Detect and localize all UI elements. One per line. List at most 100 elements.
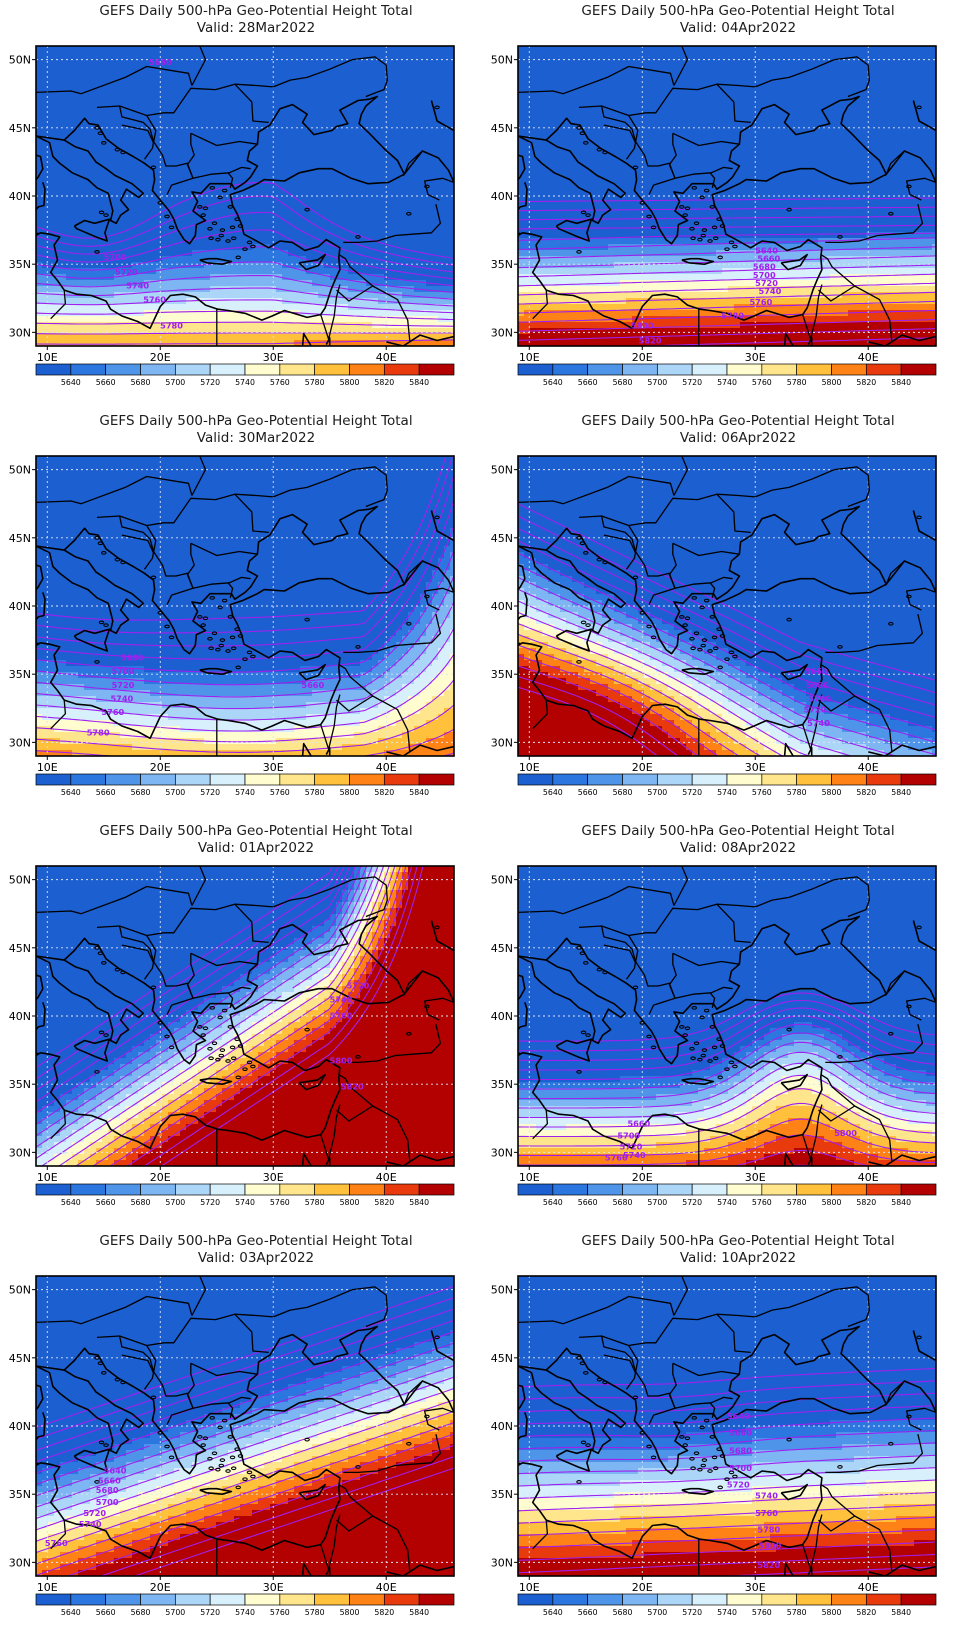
- colorbar-swatch: [761, 1593, 798, 1606]
- colorbar-label: 5700: [647, 788, 667, 797]
- colorbar-label: 5660: [578, 378, 598, 387]
- axis-labels: 50N 45N 40N 35N 30N 10E 20E 30E 40E: [491, 1284, 879, 1594]
- lat-lon-grid: [518, 866, 936, 1166]
- panel-title-line: GEFS Daily 500-hPa Geo-Potential Height …: [518, 823, 958, 840]
- lon-tick-label: 10E: [37, 1581, 58, 1594]
- colorbar-swatch: [70, 363, 107, 376]
- colorbar-swatch: [70, 773, 107, 786]
- map-panel: 5640 5660 5680 5700 5720 5740 5760 50N 45N 40N 35N…: [0, 1230, 482, 1640]
- lat-tick-label: 50N: [491, 1284, 513, 1297]
- colorbar-label: 5760: [270, 788, 290, 797]
- colorbar-label: 5820: [374, 1198, 394, 1207]
- colorbar-swatch: [831, 363, 867, 376]
- colorbar-swatch: [587, 363, 623, 376]
- colorbar-label: 5800: [822, 1608, 842, 1617]
- colorbar-swatch: [383, 1183, 420, 1196]
- lat-tick-label: 35N: [491, 668, 513, 681]
- lat-tick-label: 35N: [9, 258, 31, 271]
- lat-tick-label: 40N: [9, 600, 31, 613]
- colorbar-swatch: [105, 773, 141, 786]
- colorbar-label: 5640: [61, 378, 81, 387]
- lat-tick-label: 35N: [491, 258, 513, 271]
- colorbar-label: 5800: [822, 378, 842, 387]
- panel-title-line: GEFS Daily 500-hPa Geo-Potential Height …: [36, 3, 476, 20]
- contour-label: 5800: [330, 1056, 353, 1066]
- coastlines: [518, 456, 936, 756]
- lat-tick-label: 30N: [9, 1556, 31, 1569]
- lat-tick-label: 40N: [9, 1420, 31, 1433]
- lon-tick-label: 10E: [37, 351, 58, 364]
- height-map: 5680 5700 5720 5740 5760 5780 50N 45N 40N 35N 30N 1…: [9, 45, 455, 387]
- colorbar-swatch: [70, 1183, 107, 1196]
- colorbar-label: 5680: [131, 1608, 151, 1617]
- contour-label: 5740: [330, 994, 353, 1004]
- filled-height-field: [36, 866, 454, 1166]
- panel-valid-date: Valid: 06Apr2022: [518, 430, 958, 447]
- contour-label: 5720: [115, 267, 138, 277]
- colorbar-label: 5800: [822, 1198, 842, 1207]
- contour-label: 5760: [45, 1538, 68, 1548]
- filled-height-field: [36, 1276, 454, 1576]
- axis-labels: 50N 45N 40N 35N 30N 10E 20E 30E 40E: [9, 464, 397, 774]
- colorbar-swatch: [279, 1593, 316, 1606]
- colorbar-label: 5680: [613, 1198, 633, 1207]
- contour-label: 5660: [757, 253, 780, 263]
- height-map: 56605700572057405760580050N45N40N35N30N1…: [491, 865, 937, 1207]
- colorbar-label: 5800: [340, 788, 360, 797]
- lat-tick-label: 35N: [9, 1078, 31, 1091]
- lat-tick-label: 45N: [9, 1352, 31, 1365]
- lat-lon-grid: [36, 1276, 454, 1576]
- colorbar-label: 5640: [61, 1198, 81, 1207]
- contour-label: 5680: [729, 1445, 752, 1455]
- height-map: 5720 5740 5760 5800 5820 50N 45N 40N 35N 30N 10E 20…: [9, 865, 455, 1207]
- colorbar-swatch: [552, 1183, 589, 1196]
- colorbar-label: 5700: [165, 1198, 185, 1207]
- axis-labels: 50N 45N 40N 35N 30N 10E 20E 30E 40E: [491, 874, 879, 1184]
- colorbar-label: 5700: [647, 1608, 667, 1617]
- contour-label: 5660: [98, 1475, 121, 1485]
- map-panel: 5640 5660 5680 5700 5720 5740 5760 5780 5800 5820…: [482, 1230, 964, 1640]
- colorbar-swatch: [517, 773, 554, 786]
- contour-label: 5720: [727, 1479, 750, 1489]
- contour-label: 5740: [623, 1150, 646, 1160]
- colorbar-swatch: [831, 1593, 867, 1606]
- colorbar-label: 5660: [578, 1608, 598, 1617]
- contour-label: 5700: [96, 1497, 119, 1507]
- panel-title-line: GEFS Daily 500-hPa Geo-Potential Height …: [518, 413, 958, 430]
- colorbar-label: 5780: [787, 788, 807, 797]
- lon-tick-label: 20E: [632, 351, 653, 364]
- colorbar: 5640 5660 5680 5700 5720 5740 5760 5780 5800 5820…: [517, 1183, 937, 1207]
- colorbar-label: 5780: [787, 378, 807, 387]
- lat-tick-label: 30N: [9, 1146, 31, 1159]
- lon-tick-label: 20E: [632, 1581, 653, 1594]
- panel-title-line: GEFS Daily 500-hPa Geo-Potential Height …: [36, 1233, 476, 1250]
- colorbar-swatch: [174, 363, 211, 376]
- lat-tick-label: 45N: [9, 532, 31, 545]
- colorbar: 5640 5660 5680 5700 5720 5740 5760 5780 5800 5820…: [35, 1593, 455, 1617]
- colorbar-swatch: [587, 773, 623, 786]
- colorbar-swatch: [796, 1183, 832, 1196]
- colorbar-label: 5740: [235, 1608, 255, 1617]
- contour-lines: [36, 181, 454, 345]
- coastlines: [36, 456, 454, 756]
- lat-tick-label: 50N: [9, 1284, 31, 1297]
- height-map: 5640 5660 5680 5700 5720 5740 5760 5780 5800 5820…: [491, 1275, 937, 1617]
- contour-label: 5800: [834, 1128, 857, 1138]
- colorbar-swatch: [279, 1183, 316, 1196]
- panel-title-line: GEFS Daily 500-hPa Geo-Potential Height …: [518, 1233, 958, 1250]
- contour-label: 5740: [807, 718, 830, 728]
- colorbar-label: 5760: [752, 378, 772, 387]
- contour-label: 5740: [110, 693, 133, 703]
- colorbar-label: 5660: [578, 788, 598, 797]
- colorbar-label: 5740: [235, 378, 255, 387]
- colorbar-label: 5760: [270, 1608, 290, 1617]
- lat-tick-label: 40N: [9, 190, 31, 203]
- lon-tick-label: 30E: [745, 1171, 766, 1184]
- lon-tick-label: 30E: [263, 1171, 284, 1184]
